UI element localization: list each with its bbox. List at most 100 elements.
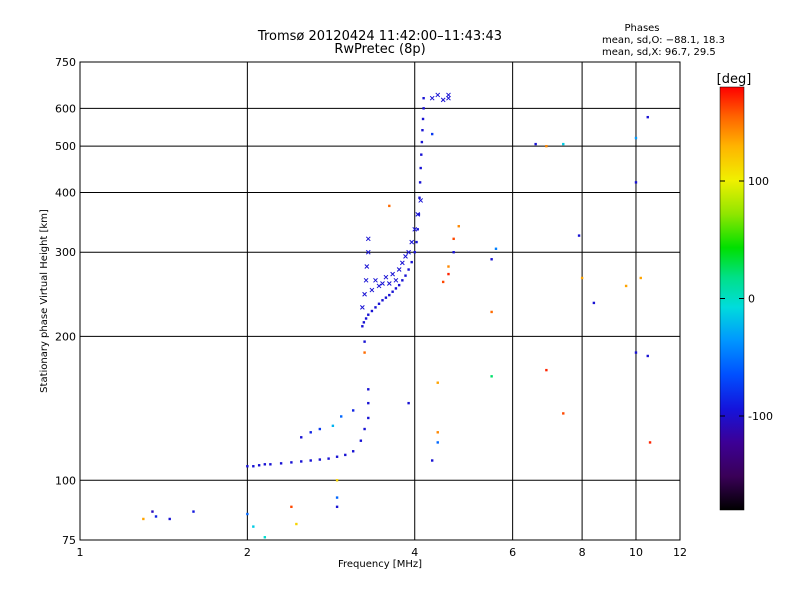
data-point — [381, 299, 384, 302]
data-point — [422, 96, 425, 100]
x-tick-label: 10 — [629, 546, 643, 559]
data-point — [192, 510, 195, 513]
data-point — [252, 525, 255, 528]
x-tick-label: 6 — [509, 546, 516, 559]
data-point — [407, 401, 410, 405]
data-point — [545, 144, 548, 148]
y-tick-label: 75 — [62, 534, 76, 547]
data-point — [246, 465, 249, 468]
data-point — [413, 251, 416, 254]
data-point — [415, 212, 421, 217]
data-point — [335, 479, 339, 482]
stats-line-x: mean, sd,X: 96.7, 29.5 — [602, 47, 716, 58]
data-point — [406, 249, 411, 255]
plot-frame — [79, 61, 681, 541]
data-point — [634, 181, 638, 184]
data-point — [440, 97, 446, 103]
data-point — [490, 310, 493, 314]
data-point — [335, 505, 339, 509]
colorbar-tick-label: 0 — [748, 293, 755, 306]
data-point — [290, 461, 293, 464]
data-point — [318, 427, 322, 431]
data-point — [370, 309, 374, 313]
data-point — [648, 441, 652, 444]
data-point — [577, 234, 581, 237]
data-point — [154, 515, 158, 518]
data-point — [168, 517, 171, 521]
data-point — [494, 247, 498, 250]
data-point — [446, 92, 451, 98]
data-point — [592, 301, 596, 305]
x-tick-label: 1 — [77, 546, 84, 559]
data-point — [246, 512, 249, 516]
data-point — [388, 293, 391, 297]
data-point — [490, 375, 493, 378]
data-point — [351, 409, 355, 412]
data-point — [447, 272, 450, 276]
data-point — [263, 463, 267, 466]
data-point — [290, 505, 293, 509]
data-point — [279, 462, 283, 465]
data-point — [624, 284, 628, 288]
colorbar-label: [deg] — [717, 72, 752, 87]
data-point — [142, 517, 145, 521]
data-point — [580, 276, 584, 280]
y-tick-label: 300 — [55, 246, 76, 259]
data-point — [418, 181, 422, 184]
data-point — [416, 228, 419, 231]
data-point — [151, 510, 154, 513]
data-point — [430, 459, 434, 462]
data-point — [309, 459, 312, 462]
data-point — [335, 455, 339, 458]
data-point — [362, 321, 366, 324]
data-point — [360, 305, 365, 310]
data-point — [295, 522, 298, 526]
data-point — [361, 325, 364, 328]
data-point — [441, 280, 445, 284]
data-point — [404, 274, 407, 277]
x-tick-label: 2 — [244, 546, 251, 559]
data-point — [367, 416, 370, 420]
x-tick-label: 12 — [673, 546, 687, 559]
data-point — [418, 196, 421, 199]
y-tick-label: 600 — [55, 102, 76, 115]
data-point — [367, 401, 370, 405]
chart-subtitle: RwPretec (8p) — [334, 42, 425, 57]
data-point — [420, 140, 424, 144]
data-point — [436, 431, 439, 434]
data-point — [388, 204, 391, 208]
data-point — [364, 317, 368, 320]
data-point — [409, 239, 415, 245]
data-point — [257, 464, 261, 467]
data-point — [300, 436, 303, 439]
data-point — [335, 496, 339, 499]
data-point — [390, 271, 395, 277]
data-point — [429, 95, 435, 101]
data-point — [646, 354, 649, 358]
data-point — [359, 439, 363, 442]
data-point — [331, 424, 335, 428]
data-point — [639, 276, 642, 280]
data-point — [410, 260, 413, 264]
data-point — [365, 236, 371, 242]
data-point — [417, 213, 421, 216]
data-point — [363, 277, 369, 283]
data-point — [391, 290, 394, 293]
data-point — [376, 283, 382, 289]
data-point — [452, 251, 455, 254]
data-point — [401, 279, 404, 282]
data-point — [384, 296, 388, 299]
data-point — [418, 198, 424, 203]
stats-heading: Phases — [624, 23, 659, 34]
chart-title: Tromsø 20120424 11:42:00–11:43:43 — [257, 29, 502, 44]
data-point — [327, 457, 330, 460]
data-point — [373, 277, 378, 283]
data-point — [344, 453, 347, 457]
x-tick-labels: 1 2 4 6 8 10 12 — [77, 546, 688, 559]
data-point — [374, 306, 377, 309]
data-point — [300, 460, 303, 463]
grid-lines — [80, 62, 680, 540]
colorbar-ticks: 100 0 -100 — [720, 175, 773, 423]
y-axis-label: Stationary phase Virtual Height [km] — [39, 209, 50, 393]
data-point — [412, 226, 418, 232]
